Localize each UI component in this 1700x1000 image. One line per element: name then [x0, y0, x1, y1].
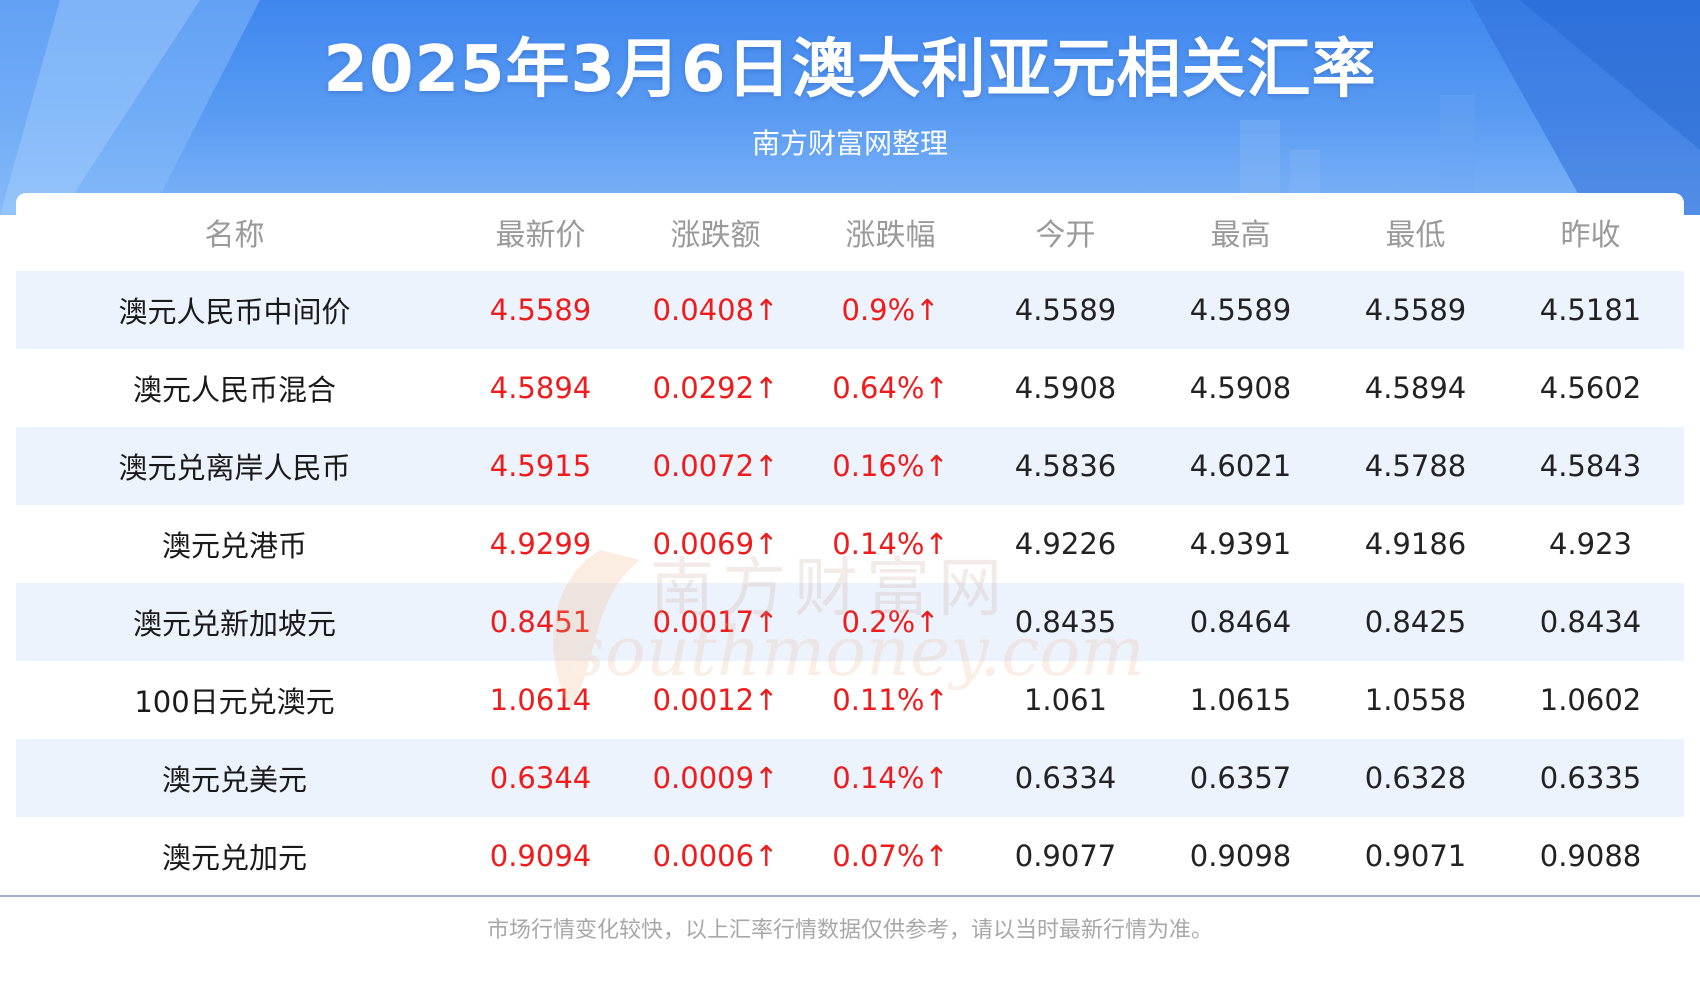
- page-title: 2025年3月6日澳大利亚元相关汇率: [323, 33, 1377, 107]
- table-cell: 0.9098: [1189, 839, 1292, 873]
- table-cell: 4.5836: [1014, 449, 1117, 483]
- table-cell: 0.8464: [1189, 605, 1292, 639]
- table-cell: 0.0292↑: [652, 371, 779, 405]
- column-header-1: 最新价: [495, 218, 586, 253]
- table-cell: 0.6328: [1364, 761, 1467, 795]
- page-subtitle: 南方财富网整理: [751, 127, 948, 160]
- column-header-5: 最高: [1210, 218, 1271, 253]
- table-row: 澳元兑离岸人民币 4.5915 0.0072↑ 0.16%↑ 4.5836 4.6021 4…: [16, 427, 1684, 505]
- row-name-cell: 澳元人民币中间价: [118, 295, 351, 329]
- table-cell: 4.6021: [1189, 449, 1292, 483]
- table-row: 澳元兑美元 0.6344 0.0009↑ 0.14%↑ 0.6334 0.6357 0.63…: [16, 739, 1684, 817]
- table-cell: 4.5589: [1364, 293, 1467, 327]
- table-cell: 4.5589: [1189, 293, 1292, 327]
- row-name-cell: 澳元人民币混合: [132, 373, 336, 407]
- table-cell: 4.5589: [489, 293, 592, 327]
- row-name-cell: 澳元兑美元: [161, 763, 307, 797]
- table-cell: 1.0558: [1364, 683, 1467, 717]
- table-cell: 0.16%↑: [832, 449, 949, 483]
- table-row: 澳元人民币混合 4.5894 0.0292↑ 0.64%↑ 4.5908 4.5908 4.…: [16, 349, 1684, 427]
- table-cell: 4.5908: [1014, 371, 1117, 405]
- table-cell: 1.0602: [1539, 683, 1642, 717]
- table-cell: 4.5894: [489, 371, 592, 405]
- table-cell: 4.9391: [1189, 527, 1292, 561]
- table-cell: 4.5589: [1014, 293, 1117, 327]
- table-cell: 4.5894: [1364, 371, 1467, 405]
- column-header-0: 名称: [204, 218, 265, 253]
- row-name-cell: 澳元兑新加坡元: [132, 607, 336, 641]
- table-cell: 0.0408↑: [652, 293, 779, 327]
- table-cell: 0.0012↑: [652, 683, 779, 717]
- header-banner: 2025年3月6日澳大利亚元相关汇率 南方财富网整理: [0, 0, 1700, 215]
- table-cell: 4.5908: [1189, 371, 1292, 405]
- table-cell: 0.9094: [489, 839, 592, 873]
- table-cell: 4.5181: [1539, 293, 1642, 327]
- table-row: 澳元人民币中间价 4.5589 0.0408↑ 0.9%↑ 4.5589 4.5589 4.…: [16, 271, 1684, 349]
- table-cell: 0.8435: [1014, 605, 1117, 639]
- table-cell: 4.5843: [1539, 449, 1642, 483]
- table-cell: 4.923: [1548, 527, 1633, 561]
- table-cell: 0.11%↑: [832, 683, 949, 717]
- table-cell: 4.9226: [1014, 527, 1117, 561]
- table-header: 名称 最新价 涨跌额 涨跌幅 今开 最高 最低 昨收: [16, 193, 1684, 271]
- table-cell: 0.0072↑: [652, 449, 779, 483]
- column-header-2: 涨跌额: [670, 218, 761, 253]
- table-row: 澳元兑港币 4.9299 0.0069↑ 0.14%↑ 4.9226 4.9391 4.91…: [16, 505, 1684, 583]
- table-cell: 1.0615: [1189, 683, 1292, 717]
- table-cell: 1.061: [1023, 683, 1108, 717]
- table-cell: 0.6335: [1539, 761, 1642, 795]
- row-name-cell: 澳元兑离岸人民币: [118, 451, 351, 485]
- table-cell: 0.64%↑: [832, 371, 949, 405]
- table-cell: 0.07%↑: [832, 839, 949, 873]
- table-cell: 0.9077: [1014, 839, 1117, 873]
- table-cell: 0.2%↑: [841, 605, 940, 639]
- table-cell: 0.0017↑: [652, 605, 779, 639]
- table-cell: 0.6344: [489, 761, 592, 795]
- table-row: 澳元兑新加坡元 0.8451 0.0017↑ 0.2%↑ 0.8435 0.8464 0.8…: [16, 583, 1684, 661]
- column-header-7: 昨收: [1560, 218, 1621, 253]
- row-name-cell: 澳元兑港币: [161, 529, 307, 563]
- table-cell: 4.5915: [489, 449, 592, 483]
- table-body: 澳元人民币中间价 4.5589 0.0408↑ 0.9%↑ 4.5589 4.5589 4.…: [16, 271, 1684, 895]
- column-header-6: 最低: [1385, 218, 1446, 253]
- footer-note: 市场行情变化较快，以上汇率行情数据仅供参考，请以当时最新行情为准。: [486, 918, 1213, 943]
- table-cell: 4.5788: [1364, 449, 1467, 483]
- table-cell: 0.9088: [1539, 839, 1642, 873]
- table-cell: 0.8451: [489, 605, 592, 639]
- table-cell: 4.5602: [1539, 371, 1642, 405]
- table-cell: 0.9071: [1364, 839, 1467, 873]
- column-header-4: 今开: [1035, 218, 1096, 253]
- table-cell: 0.8425: [1364, 605, 1467, 639]
- table-cell: 0.0006↑: [652, 839, 779, 873]
- rates-table: 名称 最新价 涨跌额 涨跌幅 今开 最高 最低 昨收 澳元人民币中间价 4.5589 0.0408…: [16, 193, 1684, 895]
- table-cell: 0.0009↑: [652, 761, 779, 795]
- row-name-cell: 100日元兑澳元: [134, 685, 335, 719]
- table-cell: 0.6334: [1014, 761, 1117, 795]
- column-header-3: 涨跌幅: [845, 218, 936, 253]
- row-name-cell: 澳元兑加元: [161, 841, 307, 875]
- table-cell: 4.9299: [489, 527, 592, 561]
- table-cell: 0.6357: [1189, 761, 1292, 795]
- table-cell: 0.14%↑: [832, 761, 949, 795]
- table-row: 澳元兑加元 0.9094 0.0006↑ 0.07%↑ 0.9077 0.9098 0.90…: [16, 817, 1684, 895]
- table-cell: 0.0069↑: [652, 527, 779, 561]
- table-cell: 1.0614: [489, 683, 592, 717]
- table-row: 100日元兑澳元 1.0614 0.0012↑ 0.11%↑ 1.061 1.0615 1.…: [16, 661, 1684, 739]
- table-cell: 0.9%↑: [841, 293, 940, 327]
- table-cell: 0.8434: [1539, 605, 1642, 639]
- table-cell: 4.9186: [1364, 527, 1467, 561]
- divider: [0, 895, 1700, 897]
- header-decoration: [0, 0, 1700, 215]
- table-cell: 0.14%↑: [832, 527, 949, 561]
